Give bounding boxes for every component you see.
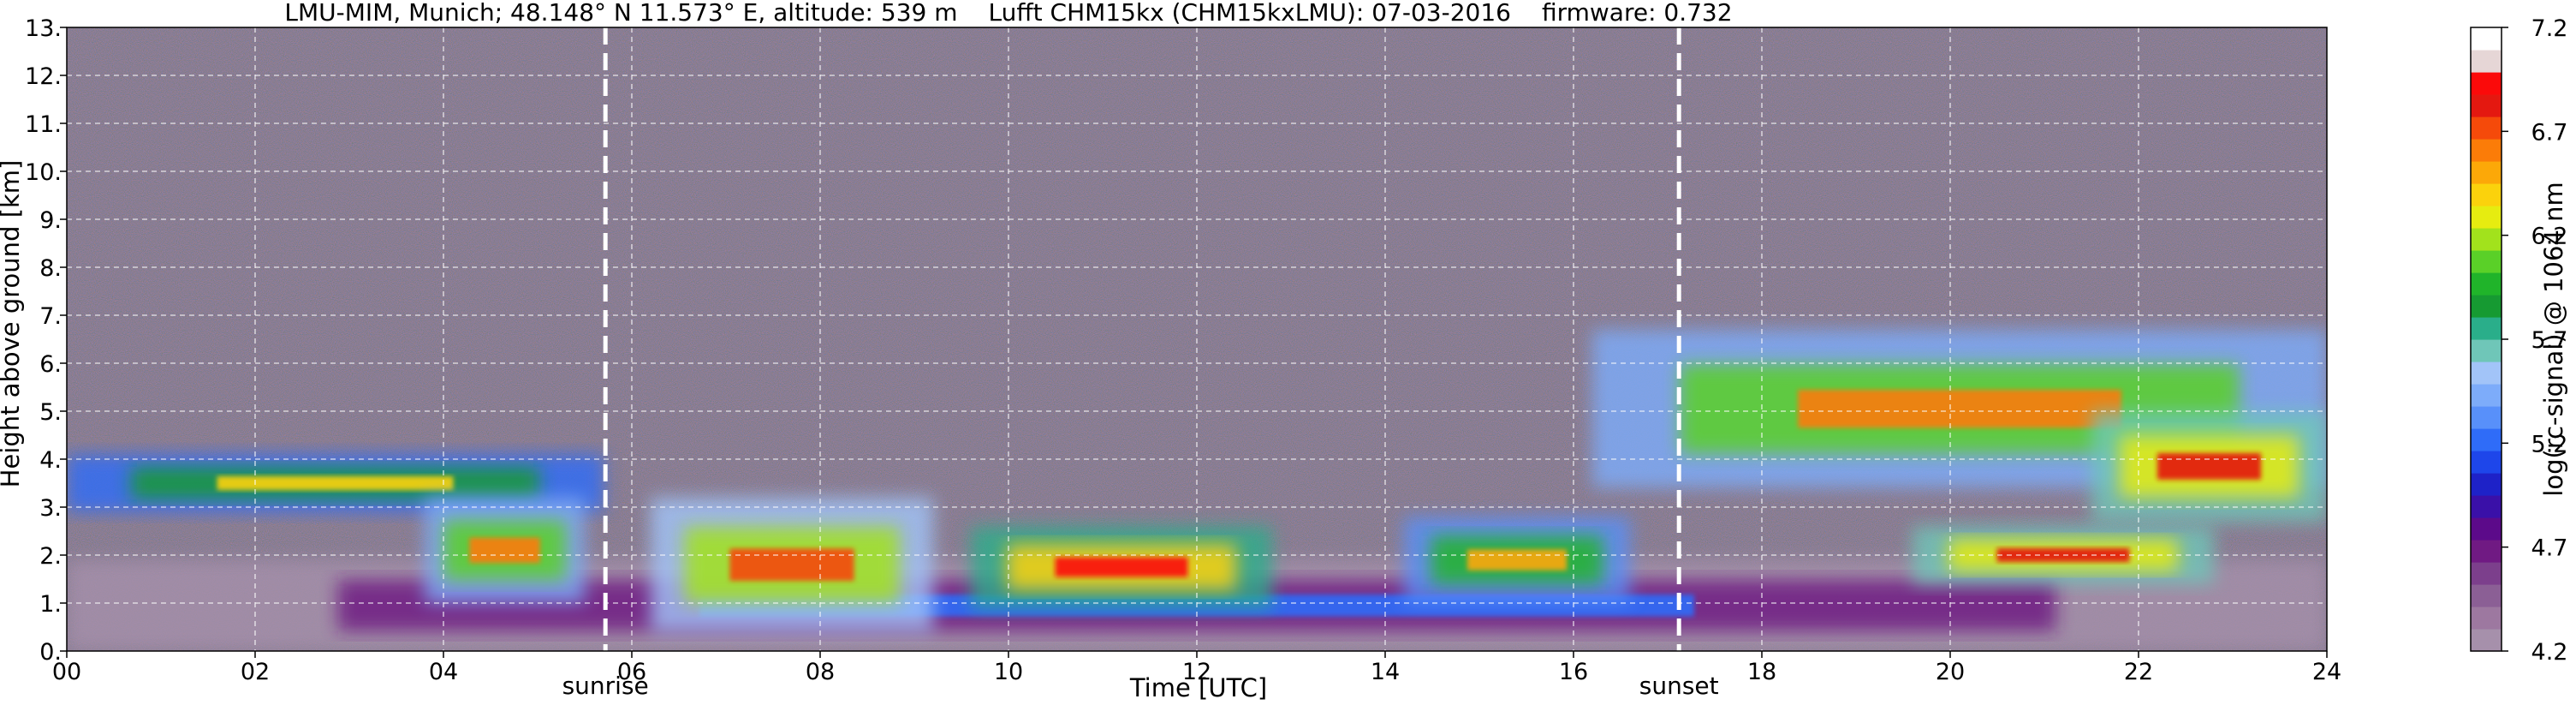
colorbar-segment xyxy=(2471,206,2502,229)
colorbar-segment xyxy=(2471,139,2502,162)
colorbar-segment xyxy=(2471,27,2502,51)
colorbar-tick-label: 7.2 xyxy=(2531,15,2568,42)
x-axis-ticks: 00 02 04 06 08 10 12 14 16 18 20 22 24 xyxy=(52,651,2341,685)
colorbar-segment xyxy=(2471,517,2502,541)
y-axis-ticks: 0. 1. 2. 3. 4. 5. 6. 7. 8. 9. 10. 11. 12. 13. xyxy=(25,15,67,666)
y-tick-label: 12. xyxy=(25,63,62,90)
colorbar-segment xyxy=(2471,161,2502,184)
layer-5 xyxy=(1404,517,1630,603)
colorbar-segment xyxy=(2471,428,2502,451)
title-site: LMU-MIM, Munich; 48.148° N 11.573° E, al… xyxy=(284,0,957,27)
x-tick-label: 12 xyxy=(1182,659,1211,685)
colorbar-segment xyxy=(2471,384,2502,407)
layer-core xyxy=(469,537,540,564)
x-tick-label: 04 xyxy=(429,659,458,685)
colorbar-segment xyxy=(2471,361,2502,385)
y-tick-label: 1. xyxy=(39,591,62,618)
colorbar-segment xyxy=(2471,473,2502,496)
layer-2 xyxy=(425,497,585,603)
grid xyxy=(67,27,2327,651)
layer-1 xyxy=(67,454,604,512)
colorbar-segment xyxy=(2471,250,2502,273)
layer-3 xyxy=(651,497,933,632)
x-tick-label: 02 xyxy=(241,659,270,685)
colorbar-segment xyxy=(2471,317,2502,340)
colorbar-segment xyxy=(2471,540,2502,563)
y-tick-label: 2. xyxy=(39,543,62,570)
y-tick-label: 13. xyxy=(25,15,62,42)
y-tick-label: 4. xyxy=(39,447,62,474)
x-tick-label: 00 xyxy=(52,659,81,685)
colorbar-segment xyxy=(2471,406,2502,429)
y-tick-label: 7. xyxy=(39,303,62,330)
colorbar-segment xyxy=(2471,495,2502,518)
x-tick-label: 10 xyxy=(994,659,1023,685)
colorbar-segment xyxy=(2471,339,2502,362)
y-tick-label: 5. xyxy=(39,399,62,426)
colorbar-segment xyxy=(2471,451,2502,474)
y-tick-label: 8. xyxy=(39,255,62,282)
colorbar-segment xyxy=(2471,629,2502,652)
colorbar-segment xyxy=(2471,117,2502,140)
x-tick-label: 14 xyxy=(1371,659,1400,685)
colorbar-segment xyxy=(2471,228,2502,251)
layer-4 xyxy=(971,526,1272,608)
x-tick-label: 16 xyxy=(1559,659,1588,685)
layer-core xyxy=(1798,390,2121,428)
y-tick-label: 9. xyxy=(39,207,62,234)
y-axis-label: Height above ground [km] xyxy=(0,160,25,488)
layer-core xyxy=(1466,549,1568,571)
title-firmware: firmware: 0.732 xyxy=(1542,0,1733,27)
y-tick-label: 11. xyxy=(25,111,62,138)
colorbar-label: log(rc-signal) @ 1064 nm xyxy=(2539,182,2568,496)
colorbar-segment xyxy=(2471,584,2502,607)
colorbar-tick-label: 6.7 xyxy=(2531,119,2568,146)
x-tick-label: 08 xyxy=(806,659,835,685)
colorbar-tick-label: 4.7 xyxy=(2531,535,2568,562)
title-instrument: Lufft CHM15kx (CHM15kxLMU): 07-03-2016 xyxy=(989,0,1511,27)
x-tick-label: 20 xyxy=(1936,659,1965,685)
x-axis-label: Time [UTC] xyxy=(1129,673,1267,702)
y-tick-label: 10. xyxy=(25,159,62,186)
y-tick-label: 6. xyxy=(39,351,62,378)
colorbar-segment xyxy=(2471,295,2502,318)
colorbar-segment xyxy=(2471,606,2502,630)
vertical-markers: sunrise sunset xyxy=(562,27,1719,700)
colorbar-segment xyxy=(2471,562,2502,585)
colorbar-tick-label: 6.2 xyxy=(2531,224,2568,250)
colorbar-segment xyxy=(2471,72,2502,95)
chart-title: LMU-MIM, Munich; 48.148° N 11.573° E, al… xyxy=(284,0,1732,27)
layer-core xyxy=(729,548,854,582)
marker-label-sunset: sunset xyxy=(1639,672,1719,700)
colorbar-tick-label: 4.2 xyxy=(2531,639,2568,666)
x-tick-label: 18 xyxy=(1747,659,1776,685)
colorbar-tick-label: 5.7 xyxy=(2531,327,2568,354)
layer-core xyxy=(217,475,454,491)
x-tick-label: 24 xyxy=(2312,659,2341,685)
layer-core xyxy=(1055,557,1188,577)
colorbar-tick-label: 5.2 xyxy=(2531,431,2568,457)
colorbar-segment xyxy=(2471,94,2502,117)
colorbar-segment xyxy=(2471,50,2502,73)
y-tick-label: 3. xyxy=(39,495,62,522)
x-tick-label: 06 xyxy=(617,659,646,685)
colorbar-segment xyxy=(2471,272,2502,296)
y-tick-label: 0. xyxy=(39,639,62,666)
layer-core xyxy=(2157,452,2261,480)
colorbar: 4.2 4.7 5.2 5.7 6.2 6.7 7.2 xyxy=(2470,15,2568,666)
colorbar-segment xyxy=(2471,183,2502,206)
x-tick-label: 22 xyxy=(2124,659,2153,685)
marker-label-sunrise: sunrise xyxy=(562,672,649,700)
layer-8 xyxy=(2091,411,2327,522)
